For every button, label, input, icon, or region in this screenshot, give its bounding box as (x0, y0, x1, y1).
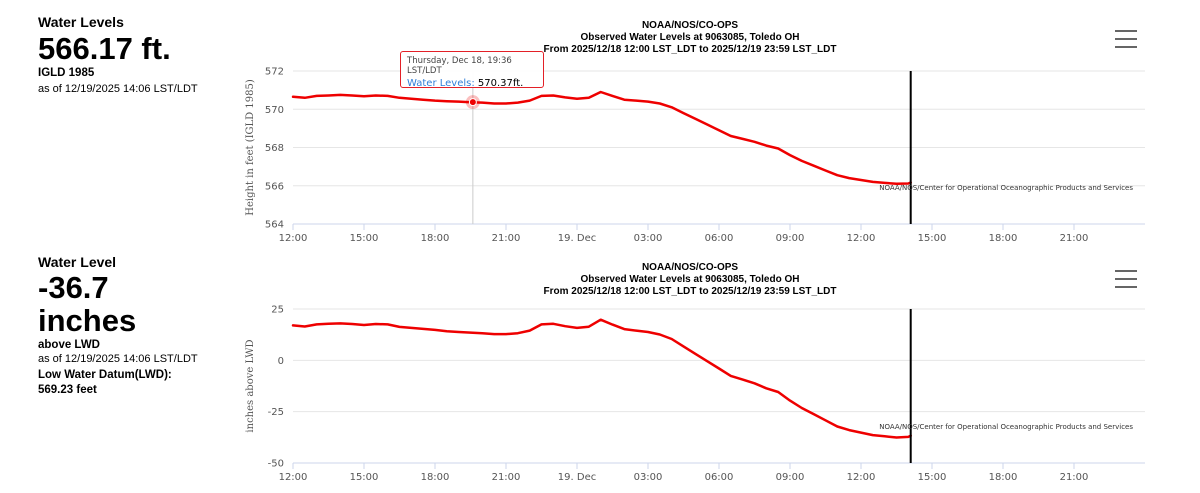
x-tick-label: 06:00 (705, 233, 734, 244)
chart-title: NOAA/NOS/CO-OPS Observed Water Levels at… (290, 20, 1090, 56)
tooltip-header: Thursday, Dec 18, 19:36 LST/LDT (407, 56, 512, 76)
y-tick-label: 568 (265, 143, 284, 154)
x-tick-label: 12:00 (847, 233, 876, 244)
water-level-series-line (291, 318, 912, 439)
x-tick-label: 18:00 (421, 472, 450, 483)
x-tick-label: 19. Dec (558, 472, 596, 483)
hamburger-icon-bar (1115, 30, 1137, 32)
lwd-value: 569.23 feet (38, 384, 97, 396)
summary-value: -36.7 (38, 270, 109, 305)
y-tick-label: 572 (265, 67, 284, 78)
water-level-lwd-chart[interactable]: -50 -25 0 25 12:00 15:00 18:00 21:00 19. Dec 03:0… (0, 250, 1200, 493)
chart-title-line-1: NOAA/NOS/CO-OPS (641, 262, 739, 273)
x-tick-label: 03:00 (634, 472, 663, 483)
chart-title-line-2: Observed Water Levels at 9063085, Toledo… (580, 274, 800, 285)
y-tick-label: 0 (278, 356, 284, 367)
x-tick-label: 21:00 (1060, 472, 1089, 483)
x-tick-label: 15:00 (350, 472, 379, 483)
x-tick-label: 15:00 (918, 233, 947, 244)
x-tick-label: 06:00 (705, 472, 734, 483)
x-tick-label: 09:00 (776, 472, 805, 483)
water-levels-summary: Water Levels 566.17 ft. IGLD 1985 as of … (38, 14, 198, 95)
y-tick-label: -50 (268, 459, 284, 470)
summary-asof: as of 12/19/2025 14:06 LST/LDT (38, 353, 198, 365)
chart-title-line-2: Observed Water Levels at 9063085, Toledo… (580, 32, 800, 43)
x-tick-label: 18:00 (989, 472, 1018, 483)
y-tick-label: 25 (271, 305, 284, 316)
chart-menu-button[interactable] (1115, 30, 1137, 50)
tooltip-value-row: Water Levels: 570.37ft. (407, 78, 537, 89)
hamburger-icon-bar (1115, 278, 1137, 280)
x-tick-label: 21:00 (1060, 233, 1089, 244)
chart-title-line-3: From 2025/12/18 12:00 LST_LDT to 2025/12… (543, 44, 837, 55)
hamburger-icon-bar (1115, 286, 1137, 288)
summary-datum: IGLD 1985 (38, 67, 95, 79)
hamburger-icon-bar (1115, 270, 1137, 272)
y-axis-title: inches above LWD (245, 339, 256, 432)
tooltip-value: 570.37ft. (477, 78, 524, 89)
x-tick-label: 15:00 (350, 233, 379, 244)
hamburger-icon-bar (1115, 46, 1137, 48)
x-tick-label: 12:00 (279, 472, 308, 483)
x-tick-label: 18:00 (421, 233, 450, 244)
x-tick-label: 15:00 (918, 472, 947, 483)
summary-datum: above LWD (38, 339, 100, 351)
lwd-summary: Water Level -36.7 inches above LWD as of… (38, 254, 198, 396)
chart-title: NOAA/NOS/CO-OPS Observed Water Levels at… (290, 262, 1090, 298)
summary-label: Water Level (38, 254, 117, 270)
x-tick-label: 21:00 (492, 233, 521, 244)
hover-tooltip: Thursday, Dec 18, 19:36 LST/LDT Water Le… (400, 51, 544, 89)
summary-value: 566.17 ft. (38, 31, 171, 66)
x-tick-label: 18:00 (989, 233, 1018, 244)
summary-asof: as of 12/19/2025 14:06 LST/LDT (38, 83, 198, 95)
water-level-lwd-panel: Water Level -36.7 inches above LWD as of… (0, 250, 1200, 493)
water-level-series-line (291, 90, 912, 186)
y-axis-title: Height in feet (IGLD 1985) (245, 79, 256, 216)
hamburger-icon-bar (1115, 38, 1137, 40)
chart-menu-button[interactable] (1115, 270, 1137, 290)
chart-title-line-3: From 2025/12/18 12:00 LST_LDT to 2025/12… (543, 286, 837, 297)
summary-value-unit: inches (38, 303, 137, 338)
y-tick-label: 564 (265, 220, 284, 231)
chart-credit: NOAA/NOS/Center for Operational Oceanogr… (879, 184, 1133, 192)
y-tick-label: 566 (265, 181, 284, 192)
water-levels-chart[interactable]: 564 566 568 570 572 12:00 15:00 18:00 21:00 19. D… (0, 0, 1200, 246)
x-tick-label: 19. Dec (558, 233, 596, 244)
x-tick-label: 12:00 (847, 472, 876, 483)
y-tick-label: -25 (268, 407, 284, 418)
tooltip-series-name: Water Levels: (407, 78, 475, 89)
x-tick-label: 03:00 (634, 233, 663, 244)
water-levels-panel: Water Levels 566.17 ft. IGLD 1985 as of … (0, 0, 1200, 246)
y-tick-label: 570 (265, 105, 284, 116)
lwd-label: Low Water Datum(LWD): (38, 369, 172, 381)
x-tick-label: 21:00 (492, 472, 521, 483)
chart-credit: NOAA/NOS/Center for Operational Oceanogr… (879, 423, 1133, 431)
x-tick-label: 12:00 (279, 233, 308, 244)
x-tick-label: 09:00 (776, 233, 805, 244)
hover-marker (468, 98, 477, 107)
chart-title-line-1: NOAA/NOS/CO-OPS (641, 20, 739, 31)
summary-label: Water Levels (38, 14, 124, 30)
